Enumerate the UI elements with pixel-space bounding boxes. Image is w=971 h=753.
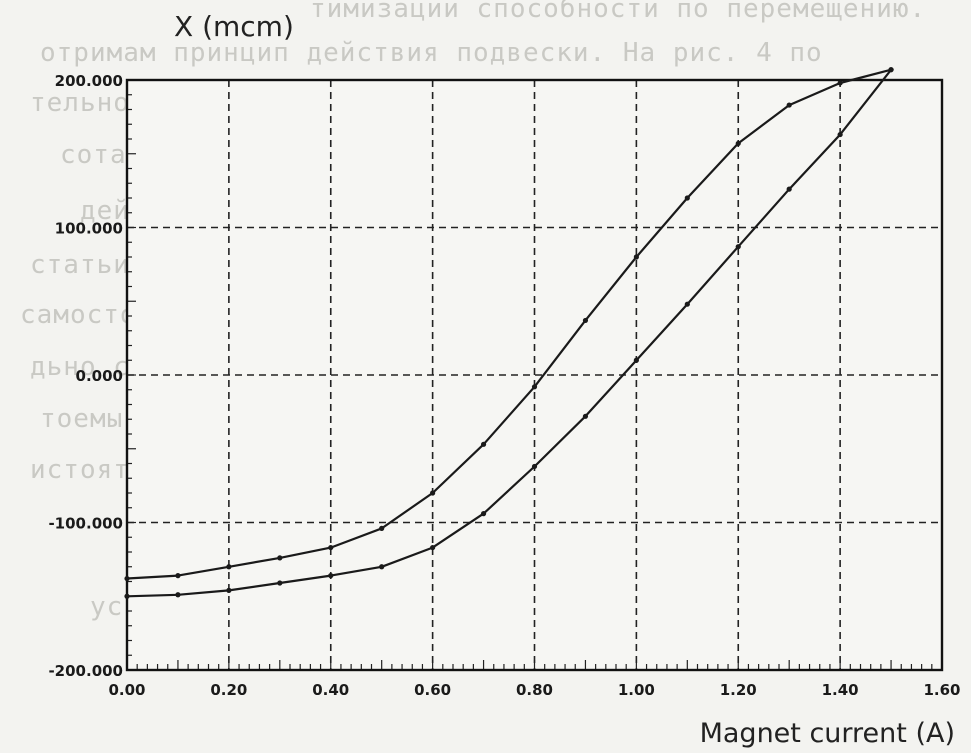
x-tick-label: 0.20: [210, 681, 247, 699]
x-tick-label: 0.80: [516, 681, 553, 699]
data-point: [124, 575, 130, 582]
data-point: [582, 413, 589, 419]
x-tick-label: 1.20: [720, 681, 757, 699]
x-tick-label: 0.00: [108, 681, 145, 699]
data-point: [226, 587, 232, 593]
x-tick-label: 1.00: [618, 681, 655, 699]
data-point: [735, 244, 741, 250]
data-point: [786, 186, 792, 192]
data-point: [837, 80, 843, 86]
data-point: [175, 573, 181, 579]
data-point: [888, 67, 894, 73]
data-point: [328, 573, 334, 579]
data-point: [786, 102, 792, 108]
data-point: [379, 525, 385, 532]
series-line: [126, 69, 892, 598]
x-tick-label: 0.40: [312, 681, 349, 699]
data-point: [430, 544, 436, 551]
x-axis-label: Magnet current (A): [699, 718, 955, 749]
data-point: [837, 131, 843, 138]
data-point: [277, 555, 283, 561]
data-point: [582, 317, 589, 324]
data-point: [379, 564, 385, 570]
data-point: [124, 593, 130, 599]
x-tick-label: 1.60: [923, 681, 960, 699]
data-point: [480, 511, 487, 517]
y-tick-label: 200.000: [55, 72, 123, 90]
data-point: [480, 441, 487, 447]
data-point: [226, 564, 232, 570]
data-point: [633, 254, 639, 260]
x-tick-label: 0.60: [414, 681, 451, 699]
x-tick-label: 1.40: [822, 681, 859, 699]
y-tick-label: -200.000: [48, 662, 123, 680]
data-point: [735, 140, 741, 147]
data-point: [531, 384, 538, 390]
background-text-line: тимизации способности по перемещению.: [310, 0, 927, 24]
y-axis-label: X (mcm): [168, 10, 300, 43]
data-point: [531, 463, 538, 470]
series-line: [126, 68, 892, 580]
data-point: [684, 301, 690, 307]
data-point: [328, 544, 334, 551]
data-point: [633, 357, 639, 363]
data-point: [684, 195, 690, 201]
y-tick-label: 0.000: [76, 367, 123, 385]
plot-frame: [125, 78, 944, 672]
y-tick-label: -100.000: [48, 515, 123, 533]
data-point: [277, 580, 283, 586]
background-text-line: отримам принцип действия подвески. На ри…: [40, 38, 823, 68]
data-point: [175, 592, 181, 598]
y-tick-label: 100.000: [55, 220, 123, 238]
data-point: [430, 490, 436, 496]
